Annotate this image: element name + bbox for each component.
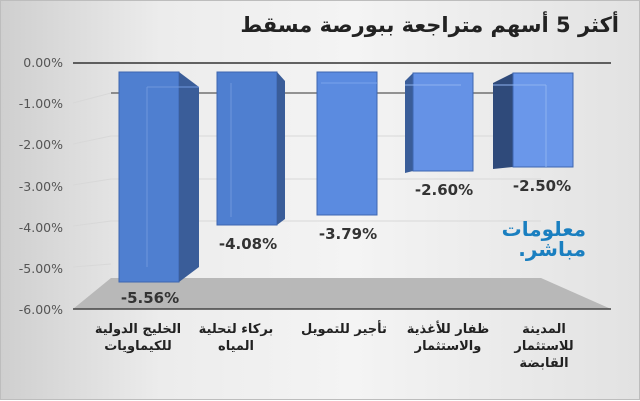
chart-title: أكثر 5 أسهم متراجعة ببورصة مسقط [240, 13, 619, 37]
x-label-line: للاستثمار [514, 339, 574, 354]
bar [493, 72, 574, 169]
logo-line1: معلومات [501, 217, 586, 241]
x-label: المدينة للاستثمار القابضة [489, 321, 599, 372]
value-label: -5.56% [120, 289, 180, 307]
y-tick: -4.00% [18, 220, 63, 235]
x-label: الخليج الدولية للكيماويات [83, 321, 193, 355]
x-label: تأجير للتمويل [289, 321, 399, 338]
bar [316, 71, 378, 216]
bar [118, 71, 199, 283]
x-label-line: ظفار للأغذية [406, 322, 490, 337]
x-label-line: القابضة [519, 356, 569, 371]
y-tick: -5.00% [18, 261, 63, 276]
x-label-line: المياه [218, 339, 254, 354]
x-label: بركاء لتحلية المياه [181, 321, 291, 355]
mubasher-logo: معلومات مباشر. [501, 217, 586, 261]
value-label: -2.50% [512, 177, 572, 195]
x-label-line: الخليج الدولية [94, 322, 182, 337]
x-label-line: تأجير للتمويل [301, 322, 387, 337]
y-tick: 0.00% [23, 55, 63, 70]
y-tick: -2.00% [18, 137, 63, 152]
x-label-line: المدينة [522, 322, 566, 337]
y-tick: -6.00% [18, 302, 63, 317]
x-label: ظفار للأغذية والاستثمار [393, 321, 503, 355]
bar [216, 71, 285, 226]
logo-line2: مباشر. [518, 237, 586, 261]
x-label-line: والاستثمار [414, 339, 482, 354]
x-label-line: للكيماويات [104, 339, 172, 354]
bar [405, 72, 474, 173]
value-label: -3.79% [318, 225, 378, 243]
value-label: -4.08% [218, 235, 278, 253]
value-label: -2.60% [414, 181, 474, 199]
y-tick: -1.00% [18, 96, 63, 111]
x-label-line: بركاء لتحلية [198, 322, 274, 337]
y-tick: -3.00% [18, 179, 63, 194]
